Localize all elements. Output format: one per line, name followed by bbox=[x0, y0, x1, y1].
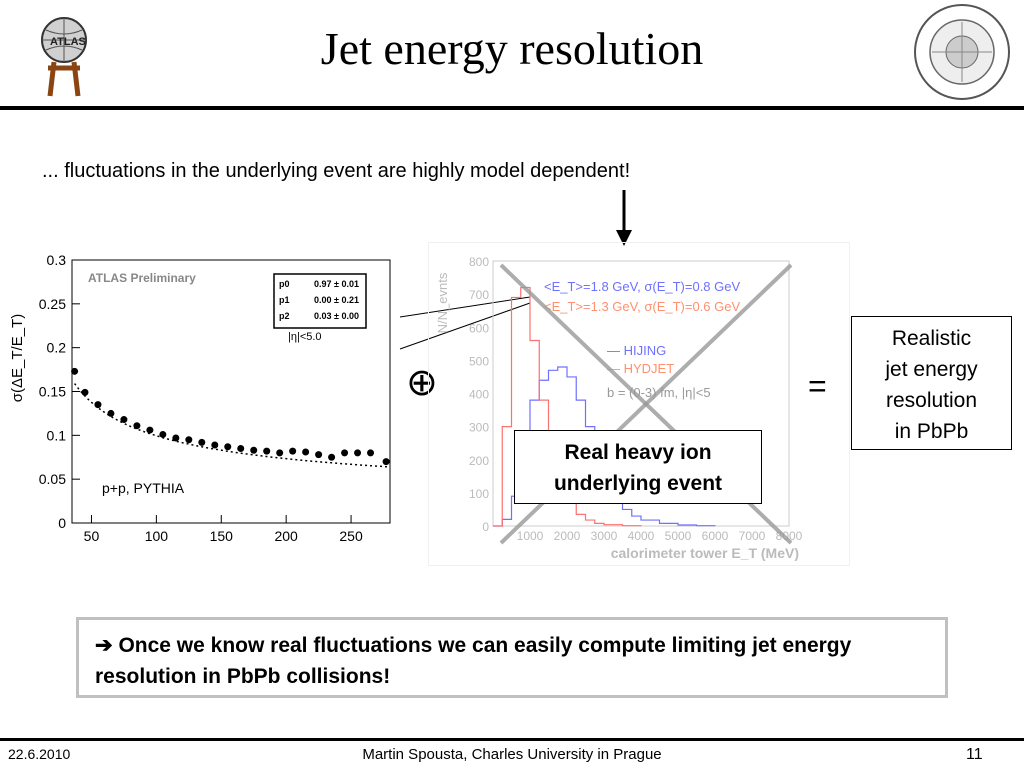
overlay-line: Real heavy ion bbox=[564, 441, 712, 464]
y-tick-label: 400 bbox=[469, 388, 489, 402]
x-tick-label: 250 bbox=[339, 528, 363, 544]
data-point bbox=[224, 443, 232, 451]
resolution-chart: 0 0.05 0.1 0.15 0.2 0.25 0.3 50 100 150 200 250 σ(ΔE… bbox=[0, 248, 400, 548]
y-tick-label: 600 bbox=[469, 321, 489, 335]
data-point bbox=[133, 422, 141, 430]
y-tick-label: 0.15 bbox=[39, 384, 66, 400]
subtitle-text: ... fluctuations in the underlying event… bbox=[42, 160, 631, 182]
y-tick-label: 0 bbox=[482, 520, 489, 534]
conclusion-box: ➔ Once we know real fluctuations we can … bbox=[76, 617, 948, 698]
x-tick-label: 150 bbox=[210, 528, 234, 544]
data-point bbox=[302, 448, 310, 456]
footer-divider bbox=[0, 738, 1024, 741]
data-point bbox=[172, 434, 180, 442]
result-box: Realistic jet energy resolution in PbPb bbox=[851, 316, 1012, 450]
y-tick-label: 0 bbox=[58, 515, 66, 531]
data-point bbox=[289, 447, 297, 455]
data-point bbox=[367, 449, 375, 457]
data-point bbox=[237, 444, 245, 452]
conclusion-text: Once we know real fluctuations we can ea… bbox=[95, 634, 852, 688]
footer-author: Martin Spousta, Charles University in Pr… bbox=[362, 746, 662, 763]
data-point bbox=[263, 447, 271, 455]
footer-date: 22.6.2010 bbox=[8, 746, 71, 762]
legend-entry: — HYDJET bbox=[607, 361, 674, 376]
x-tick-label: 4000 bbox=[628, 529, 655, 543]
prelim-label: ATLAS Preliminary bbox=[88, 271, 196, 285]
legend-entry: <E_T>=1.3 GeV, σ(E_T)=0.6 GeV bbox=[544, 299, 740, 314]
y-tick-label: 0.25 bbox=[39, 296, 66, 312]
eta-label: |η|<5.0 bbox=[288, 331, 322, 343]
data-point bbox=[198, 438, 206, 446]
data-point bbox=[107, 409, 115, 417]
data-point bbox=[250, 446, 258, 454]
result-line: resolution bbox=[885, 389, 978, 412]
y-axis-label: σ(ΔE_T/E_T) bbox=[9, 314, 26, 402]
data-point bbox=[315, 451, 323, 459]
data-point bbox=[211, 441, 219, 449]
fit-param-name: p0 bbox=[279, 279, 290, 289]
svg-text:ATLAS: ATLAS bbox=[50, 36, 86, 48]
fit-param-name: p1 bbox=[279, 295, 290, 305]
fit-param-value: 0.97 ± 0.01 bbox=[314, 279, 359, 289]
y-tick-label: 500 bbox=[469, 354, 489, 368]
data-point bbox=[341, 449, 349, 457]
fit-param-value: 0.03 ± 0.00 bbox=[314, 311, 359, 321]
connector-lines bbox=[399, 296, 531, 350]
data-point bbox=[146, 426, 154, 434]
university-seal-logo bbox=[910, 2, 1014, 102]
y-axis-label: N/N_evnts bbox=[435, 272, 450, 333]
result-line: in PbPb bbox=[894, 420, 969, 443]
underlying-event-chart: 0 100 200 300 400 500 600 700 800 1000 2000 3000 400… bbox=[428, 242, 850, 566]
y-tick-label: 200 bbox=[469, 454, 489, 468]
fit-table bbox=[273, 273, 367, 329]
x-axis-label: calorimeter tower E_T (MeV) bbox=[611, 545, 799, 561]
oplus-symbol: ⊕ bbox=[406, 360, 438, 404]
slide-title: Jet energy resolution bbox=[320, 23, 704, 74]
y-tick-label: 100 bbox=[469, 487, 489, 501]
y-tick-label: 700 bbox=[469, 288, 489, 302]
title-divider bbox=[0, 106, 1024, 110]
y-tick-label: 0.3 bbox=[47, 252, 67, 268]
page-number: 11 bbox=[966, 746, 983, 763]
generator-label: p+p, PYTHIA bbox=[102, 480, 185, 496]
result-line: Realistic bbox=[891, 327, 972, 350]
y-tick-label: 0.05 bbox=[39, 471, 66, 487]
down-arrow-icon bbox=[614, 190, 634, 251]
x-tick-label: 3000 bbox=[591, 529, 618, 543]
x-tick-label: 5000 bbox=[665, 529, 692, 543]
data-point bbox=[81, 388, 89, 396]
data-point bbox=[382, 458, 390, 466]
arrow-icon: ➔ bbox=[95, 634, 113, 657]
legend-entry: — HIJING bbox=[607, 343, 666, 358]
x-tick-label: 6000 bbox=[702, 529, 729, 543]
y-tick-label: 800 bbox=[469, 255, 489, 269]
legend-entry: <E_T>=1.8 GeV, σ(E_T)=0.8 GeV bbox=[544, 279, 740, 294]
overlay-line: underlying event bbox=[553, 472, 723, 495]
real-heavy-ion-box: Real heavy ion underlying event bbox=[514, 430, 762, 504]
data-point bbox=[185, 436, 193, 444]
y-tick-label: 0.2 bbox=[47, 340, 67, 356]
x-tick-label: 7000 bbox=[739, 529, 766, 543]
x-tick-label: 2000 bbox=[554, 529, 581, 543]
fit-curve bbox=[74, 383, 391, 468]
data-point bbox=[276, 449, 284, 457]
y-tick-label: 300 bbox=[469, 421, 489, 435]
x-tick-label: 200 bbox=[274, 528, 298, 544]
x-tick-label: 1000 bbox=[517, 529, 544, 543]
data-point bbox=[94, 401, 102, 409]
equals-symbol: = bbox=[808, 368, 827, 404]
data-point bbox=[120, 416, 128, 424]
x-tick-label: 100 bbox=[145, 528, 169, 544]
fit-param-value: 0.00 ± 0.21 bbox=[314, 295, 359, 305]
result-line: jet energy bbox=[885, 358, 978, 381]
atlas-logo: ATLAS bbox=[28, 12, 100, 98]
data-point bbox=[71, 367, 79, 375]
x-tick-label: 50 bbox=[84, 528, 100, 544]
data-point bbox=[328, 453, 336, 461]
fit-param-name: p2 bbox=[279, 311, 290, 321]
data-point bbox=[159, 430, 167, 438]
data-point bbox=[354, 449, 362, 457]
y-tick-label: 0.1 bbox=[47, 427, 67, 443]
